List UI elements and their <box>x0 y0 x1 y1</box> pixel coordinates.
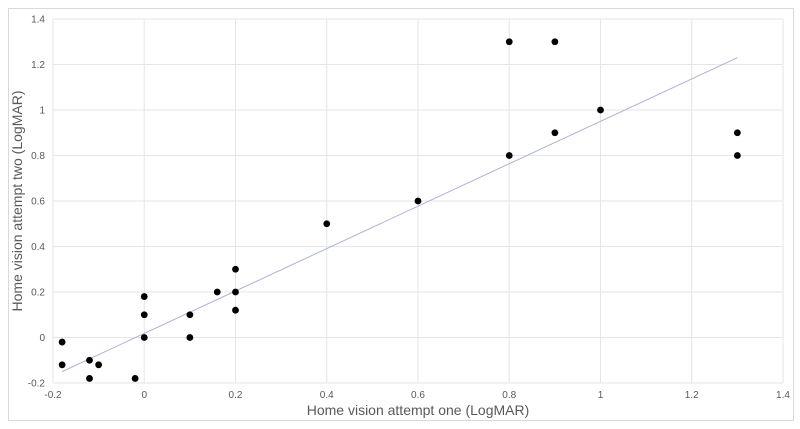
x-axis-title: Home vision attempt one (LogMAR) <box>307 402 530 418</box>
data-point <box>186 334 194 341</box>
y-tick-label: 1 <box>39 106 45 117</box>
trendline <box>61 57 738 373</box>
data-point <box>186 311 194 319</box>
y-tick-label: 1.2 <box>31 60 45 71</box>
data-points <box>58 38 741 382</box>
x-tick-label: 0.2 <box>229 390 243 401</box>
data-point <box>232 288 239 296</box>
data-point <box>86 375 93 382</box>
data-point <box>323 220 331 228</box>
y-tick-label: -0.2 <box>28 379 46 390</box>
x-tick-label: 0.4 <box>320 390 334 401</box>
y-tick-label: 1.4 <box>31 15 45 26</box>
x-tick-label: 0.8 <box>502 390 516 401</box>
data-point <box>95 361 103 369</box>
y-tick-label: 0.4 <box>31 242 45 253</box>
trendline-layer <box>61 57 738 373</box>
gridlines <box>52 18 784 384</box>
data-point <box>597 106 604 114</box>
y-tick-label: 0 <box>39 333 45 344</box>
data-point <box>213 288 221 296</box>
data-point <box>58 338 66 346</box>
data-point <box>551 38 559 46</box>
x-tick-label: 0.6 <box>411 390 425 401</box>
y-axis-title: Home vision attempt two (LogMAR) <box>9 91 25 312</box>
data-point <box>505 38 513 46</box>
data-point <box>551 129 559 137</box>
data-point <box>733 152 741 159</box>
y-tick-label: 0.2 <box>31 288 45 299</box>
data-point <box>140 293 148 300</box>
data-point <box>58 361 66 369</box>
data-point <box>131 375 139 382</box>
data-point <box>140 311 148 319</box>
x-tick-label: 1 <box>598 390 604 401</box>
tick-labels: -0.2 0 0.2 0.4 0.6 0.8 1 1.2 1.4 -0.2 0 0.2 0.4 0.6 0.… <box>28 15 791 402</box>
data-point <box>140 334 148 341</box>
data-point <box>232 265 239 273</box>
x-tick-label: 1.2 <box>685 390 699 401</box>
y-tick-label: 0.6 <box>31 197 45 208</box>
data-point <box>733 129 741 137</box>
data-point <box>232 306 239 314</box>
x-tick-label: 0 <box>141 390 147 401</box>
data-point <box>86 356 93 364</box>
data-point <box>414 197 422 205</box>
x-tick-label: 1.4 <box>776 390 790 401</box>
x-tick-label: -0.2 <box>44 390 62 401</box>
y-tick-label: 0.8 <box>31 151 45 162</box>
data-point <box>505 152 513 159</box>
